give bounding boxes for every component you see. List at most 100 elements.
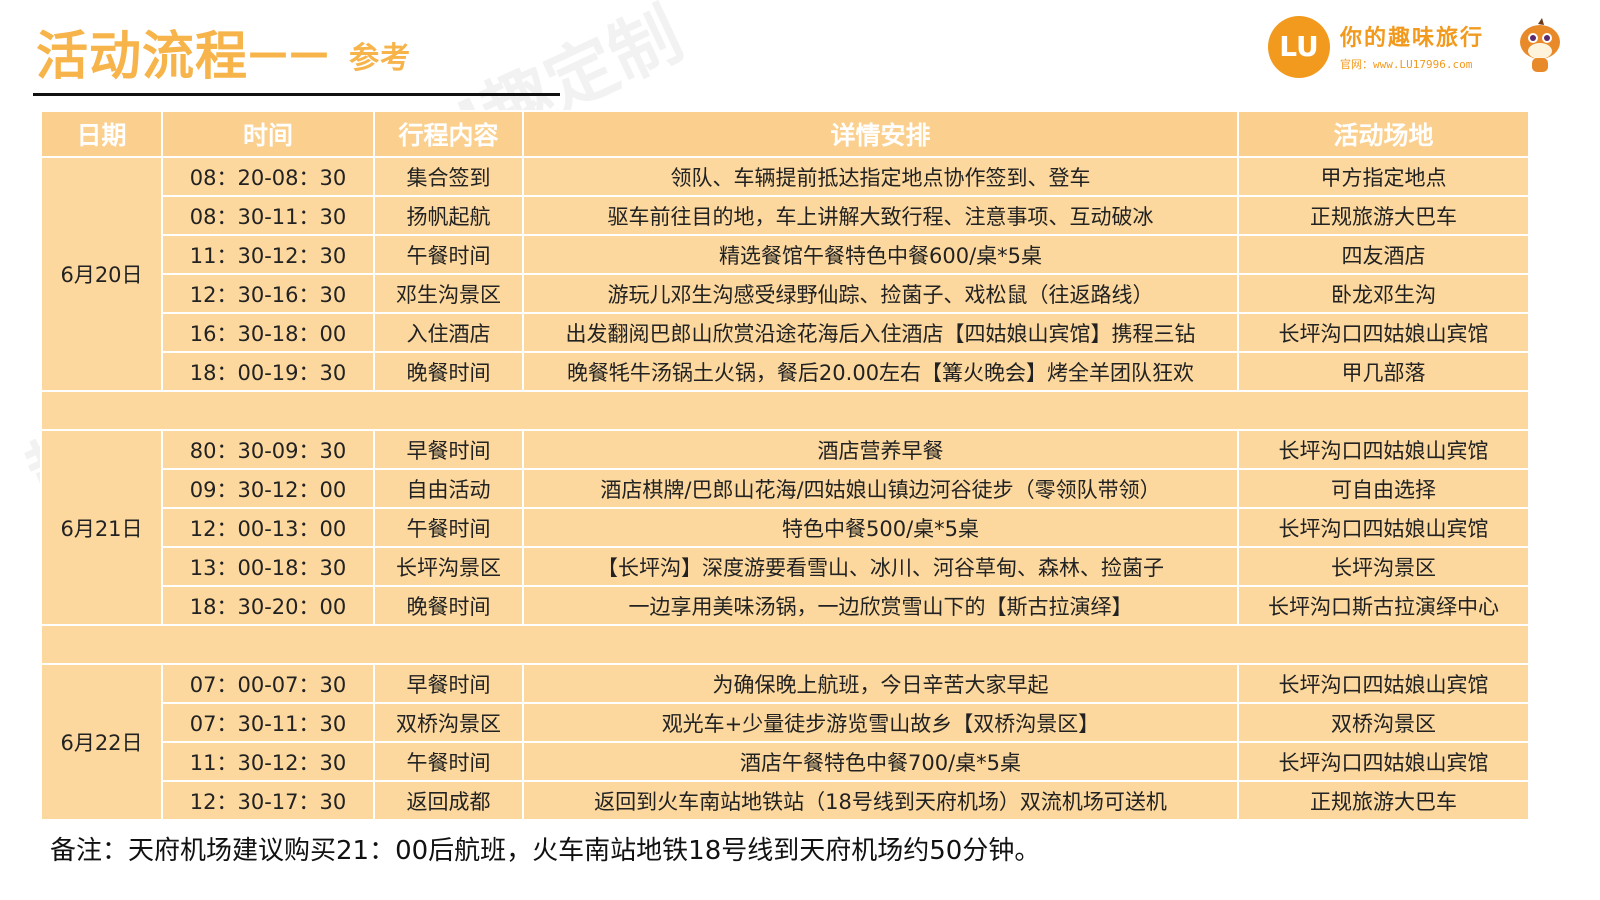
- title-dash: ——: [248, 30, 331, 76]
- activity-cell: 自由活动: [373, 468, 524, 509]
- date-cell: 6月20日: [40, 156, 163, 392]
- table-row: 07：30-11：30 双桥沟景区 观光车+少量徒步游览雪山故乡【双桥沟景区】 双桥沟…: [41, 702, 1530, 743]
- logo-url: 官网：www.LU17996.com: [1340, 58, 1473, 71]
- venue-cell: 甲方指定地点: [1237, 156, 1530, 197]
- activity-cell: 晚餐时间: [373, 351, 524, 392]
- details-cell: 出发翻阅巴郎山欣赏沿途花海后入住酒店【四姑娘山宾馆】携程三钻: [522, 312, 1239, 353]
- time-cell: 08：20-08：30: [161, 156, 375, 197]
- table-row: 12：00-13：00 午餐时间 特色中餐500/桌*5桌 长坪沟口四姑娘山宾馆: [41, 507, 1530, 548]
- activity-cell: 长坪沟景区: [373, 546, 524, 587]
- activity-cell: 午餐时间: [373, 234, 524, 275]
- activity-cell: 邓生沟景区: [373, 273, 524, 314]
- activity-cell: 返回成都: [373, 780, 524, 821]
- title-divider: [33, 93, 560, 96]
- venue-cell: 长坪沟景区: [1237, 546, 1530, 587]
- time-cell: 09：30-12：00: [161, 468, 375, 509]
- time-cell: 16：30-18：00: [161, 312, 375, 353]
- venue-cell: 可自由选择: [1237, 468, 1530, 509]
- column-header-details: 详情安排: [522, 110, 1239, 158]
- table-row: 18：00-19：30 晚餐时间 晚餐牦牛汤锅土火锅，餐后20.00左右【篝火晚会】…: [41, 351, 1530, 392]
- activity-cell: 早餐时间: [373, 663, 524, 704]
- table-row: 12：30-17：30 返回成都 返回到火车南站地铁站（18号线到天府机场）双流机场…: [41, 780, 1530, 821]
- logo-name: 你的趣味旅行: [1340, 25, 1485, 51]
- footnote: 备注：天府机场建议购买21：00后航班，火车南站地铁18号线到天府机场约50分钟…: [50, 836, 1041, 866]
- time-cell: 12：30-17：30: [161, 780, 375, 821]
- time-cell: 12：00-13：00: [161, 507, 375, 548]
- venue-cell: 甲几部落: [1237, 351, 1530, 392]
- details-cell: 为确保晚上航班，今日辛苦大家早起: [522, 663, 1239, 704]
- venue-cell: 四友酒店: [1237, 234, 1530, 275]
- page-title: 活动流程—— 参考: [36, 14, 411, 89]
- details-cell: 特色中餐500/桌*5桌: [522, 507, 1239, 548]
- brand-logo: LU 你的趣味旅行 官网：www.LU17996.com: [1268, 16, 1598, 86]
- date-cell: 6月22日: [40, 663, 163, 821]
- details-cell: 精选餐馆午餐特色中餐600/桌*5桌: [522, 234, 1239, 275]
- details-cell: 观光车+少量徒步游览雪山故乡【双桥沟景区】: [522, 702, 1239, 743]
- details-cell: 驱车前往目的地，车上讲解大致行程、注意事项、互动破冰: [522, 195, 1239, 236]
- time-cell: 18：00-19：30: [161, 351, 375, 392]
- time-cell: 07：30-11：30: [161, 702, 375, 743]
- time-cell: 11：30-12：30: [161, 741, 375, 782]
- logo-mark: LU: [1268, 16, 1330, 78]
- table-row: 16：30-18：00 入住酒店 出发翻阅巴郎山欣赏沿途花海后入住酒店【四姑娘山宾馆…: [41, 312, 1530, 353]
- details-cell: 酒店营养早餐: [522, 429, 1239, 470]
- time-cell: 13：00-18：30: [161, 546, 375, 587]
- table-row: 6月20日 08：20-08：30 集合签到 领队、车辆提前抵达指定地点协作签到、登车…: [40, 156, 1530, 392]
- spacer-cell: [40, 390, 1530, 431]
- column-header-activity: 行程内容: [373, 110, 524, 158]
- venue-cell: 长坪沟口四姑娘山宾馆: [1237, 663, 1530, 704]
- details-cell: 返回到火车南站地铁站（18号线到天府机场）双流机场可送机: [522, 780, 1239, 821]
- activity-cell: 集合签到: [373, 156, 524, 197]
- spacer-cell: [40, 624, 1530, 665]
- column-header-time: 时间: [161, 110, 375, 158]
- table-row: 11：30-12：30 午餐时间 酒店午餐特色中餐700/桌*5桌 长坪沟口四姑娘山宾…: [41, 741, 1530, 782]
- venue-cell: 卧龙邓生沟: [1237, 273, 1530, 314]
- time-cell: 11：30-12：30: [161, 234, 375, 275]
- activity-cell: 早餐时间: [373, 429, 524, 470]
- column-header-date: 日期: [40, 110, 163, 158]
- table-row: 12：30-16：30 邓生沟景区 游玩儿邓生沟感受绿野仙踪、捡菌子、戏松鼠（往返路…: [41, 273, 1530, 314]
- venue-cell: 长坪沟口四姑娘山宾馆: [1237, 741, 1530, 782]
- spacer-row: [40, 390, 1530, 431]
- details-cell: 一边享用美味汤锅，一边欣赏雪山下的【斯古拉演绎】: [522, 585, 1239, 626]
- activity-cell: 午餐时间: [373, 741, 524, 782]
- details-cell: 晚餐牦牛汤锅土火锅，餐后20.00左右【篝火晚会】烤全羊团队狂欢: [522, 351, 1239, 392]
- activity-cell: 扬帆起航: [373, 195, 524, 236]
- venue-cell: 长坪沟口斯古拉演绎中心: [1237, 585, 1530, 626]
- details-cell: 【长坪沟】深度游要看雪山、冰川、河谷草甸、森林、捡菌子: [522, 546, 1239, 587]
- table-row: 13：00-18：30 长坪沟景区 【长坪沟】深度游要看雪山、冰川、河谷草甸、森林、…: [41, 546, 1530, 587]
- venue-cell: 正规旅游大巴车: [1237, 780, 1530, 821]
- time-cell: 07：00-07：30: [161, 663, 375, 704]
- table-row: 11：30-12：30 午餐时间 精选餐馆午餐特色中餐600/桌*5桌 四友酒店: [41, 234, 1530, 275]
- details-cell: 酒店午餐特色中餐700/桌*5桌: [522, 741, 1239, 782]
- time-cell: 18：30-20：00: [161, 585, 375, 626]
- date-cell: 6月21日: [40, 429, 163, 626]
- table-row: 6月21日 80：30-09：30 早餐时间 酒店营养早餐 长坪沟口四姑娘山宾馆: [40, 429, 1530, 626]
- activity-cell: 双桥沟景区: [373, 702, 524, 743]
- venue-cell: 正规旅游大巴车: [1237, 195, 1530, 236]
- itinerary-table: 日期 时间 行程内容 详情安排 活动场地 6月20日 08：20-08：30 集合签…: [40, 110, 1530, 821]
- details-cell: 领队、车辆提前抵达指定地点协作签到、登车: [522, 156, 1239, 197]
- venue-cell: 长坪沟口四姑娘山宾馆: [1237, 429, 1530, 470]
- table-row: 09：30-12：00 自由活动 酒店棋牌/巴郎山花海/四姑娘山镇边河谷徒步（零领队…: [41, 468, 1530, 509]
- time-cell: 80：30-09：30: [161, 429, 375, 470]
- title-text: 活动流程: [36, 27, 249, 87]
- time-cell: 08：30-11：30: [161, 195, 375, 236]
- time-cell: 12：30-16：30: [161, 273, 375, 314]
- venue-cell: 长坪沟口四姑娘山宾馆: [1237, 507, 1530, 548]
- activity-cell: 午餐时间: [373, 507, 524, 548]
- table-row: 08：30-11：30 扬帆起航 驱车前往目的地，车上讲解大致行程、注意事项、互动破…: [41, 195, 1530, 236]
- table-row: 6月22日 07：00-07：30 早餐时间 为确保晚上航班，今日辛苦大家早起 长坪沟口…: [40, 663, 1530, 821]
- title-subtitle: 参考: [349, 41, 412, 76]
- activity-cell: 晚餐时间: [373, 585, 524, 626]
- mascot-icon: [1520, 18, 1560, 72]
- details-cell: 游玩儿邓生沟感受绿野仙踪、捡菌子、戏松鼠（往返路线）: [522, 273, 1239, 314]
- table-header-row: 日期 时间 行程内容 详情安排 活动场地: [40, 110, 1530, 158]
- column-header-venue: 活动场地: [1237, 110, 1530, 158]
- activity-cell: 入住酒店: [373, 312, 524, 353]
- venue-cell: 双桥沟景区: [1237, 702, 1530, 743]
- venue-cell: 长坪沟口四姑娘山宾馆: [1237, 312, 1530, 353]
- table-row: 18：30-20：00 晚餐时间 一边享用美味汤锅，一边欣赏雪山下的【斯古拉演绎】长…: [41, 585, 1530, 626]
- spacer-row: [40, 624, 1530, 665]
- details-cell: 酒店棋牌/巴郎山花海/四姑娘山镇边河谷徒步（零领队带领）: [522, 468, 1239, 509]
